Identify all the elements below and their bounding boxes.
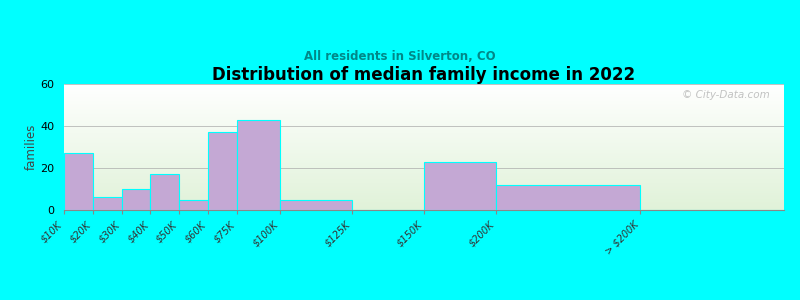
Text: All residents in Silverton, CO: All residents in Silverton, CO	[304, 50, 496, 63]
Bar	[237, 120, 280, 210]
Bar	[150, 174, 179, 210]
Bar	[122, 189, 150, 210]
Bar	[496, 185, 640, 210]
Title: Distribution of median family income in 2022: Distribution of median family income in …	[213, 66, 635, 84]
Bar	[93, 197, 122, 210]
Bar	[424, 162, 496, 210]
Bar	[280, 200, 352, 210]
Bar	[64, 153, 93, 210]
Text: © City-Data.com: © City-Data.com	[682, 90, 770, 100]
Bar	[208, 132, 237, 210]
Y-axis label: families: families	[24, 124, 38, 170]
Bar	[179, 200, 208, 210]
